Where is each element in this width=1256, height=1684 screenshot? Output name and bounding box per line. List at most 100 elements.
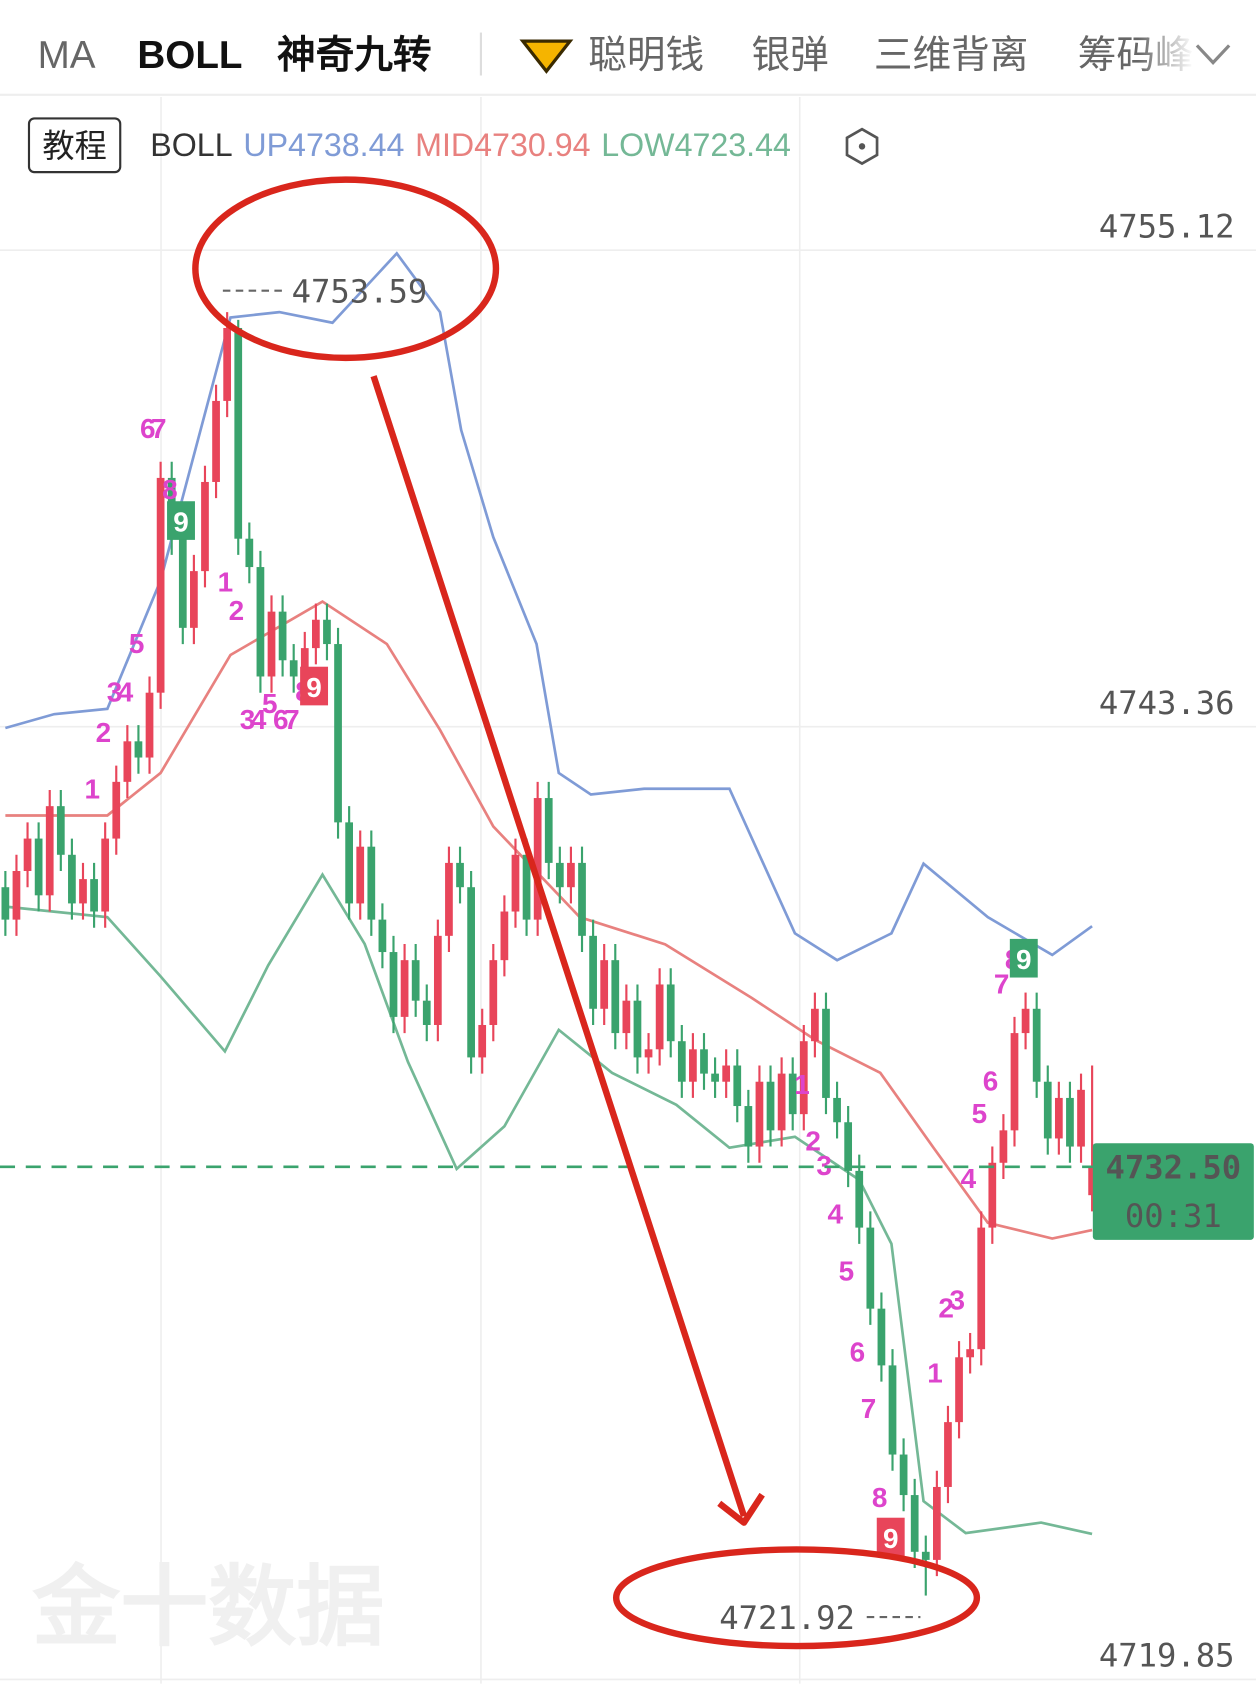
candle-body bbox=[799, 1041, 808, 1115]
legend-name: LOW bbox=[601, 127, 675, 163]
candle-body bbox=[245, 538, 254, 568]
candle-body bbox=[910, 1495, 919, 1552]
candle-body bbox=[899, 1454, 908, 1496]
td-label: 4 bbox=[118, 676, 134, 707]
td-label: 4 bbox=[251, 704, 267, 735]
tab-td[interactable]: 神奇九转 bbox=[277, 34, 432, 77]
td-label: 4 bbox=[961, 1163, 977, 1194]
candle-body bbox=[278, 611, 287, 661]
tutorial-label[interactable]: 教程 bbox=[42, 128, 106, 164]
more-chevron[interactable] bbox=[1195, 44, 1231, 65]
high-label: 4753.59 bbox=[292, 273, 428, 311]
candle-body bbox=[633, 1000, 642, 1058]
candle-body bbox=[544, 798, 553, 863]
td-label: 9 bbox=[173, 506, 189, 537]
tab-silver[interactable]: 银弹 bbox=[751, 34, 828, 77]
arrow-head bbox=[717, 1492, 765, 1526]
candle-body bbox=[866, 1227, 875, 1309]
td-label: 6 bbox=[850, 1336, 866, 1367]
candle-body bbox=[600, 960, 609, 1009]
td-label: 8 bbox=[872, 1482, 888, 1513]
candle-body bbox=[666, 984, 675, 1042]
td-label: 1 bbox=[794, 1069, 810, 1100]
tab-smart-money[interactable]: 聪明钱 bbox=[588, 34, 704, 77]
fade bbox=[1137, 21, 1194, 87]
candle-body bbox=[300, 648, 309, 677]
candle-body bbox=[1, 887, 10, 920]
td-label: 1 bbox=[218, 566, 234, 597]
td-label: 1 bbox=[85, 774, 101, 805]
legend-value: 4723.44 bbox=[675, 127, 791, 163]
candle-body bbox=[844, 1122, 853, 1171]
candle-body bbox=[45, 806, 54, 896]
candle-body bbox=[766, 1081, 775, 1131]
candle-body bbox=[1054, 1097, 1063, 1139]
candle-body bbox=[23, 838, 32, 871]
candle-body bbox=[966, 1349, 975, 1358]
td-label: 5 bbox=[972, 1098, 988, 1129]
td-label: 5 bbox=[129, 628, 145, 659]
tutorial-button[interactable] bbox=[27, 117, 122, 174]
circle-annotation bbox=[192, 176, 500, 362]
td-label: 7 bbox=[994, 968, 1010, 999]
candle-body bbox=[445, 862, 453, 936]
candle-body bbox=[888, 1365, 897, 1455]
candle-body bbox=[134, 741, 143, 758]
candle-body bbox=[522, 854, 531, 920]
candle-body bbox=[955, 1357, 963, 1423]
candle-body bbox=[822, 1008, 830, 1098]
candle-body bbox=[212, 400, 220, 482]
candle-body bbox=[378, 919, 387, 953]
legend: BOLL UP4738.44 MID4730.94 LOW4723.44 bbox=[150, 127, 791, 163]
y-tick-label: 4755.12 bbox=[1099, 207, 1235, 245]
low-label: 4721.92 bbox=[719, 1599, 855, 1637]
y-tick-label: 4743.36 bbox=[1099, 684, 1235, 722]
candle-body bbox=[855, 1170, 864, 1228]
candle-body bbox=[356, 846, 365, 904]
candle-body bbox=[145, 692, 154, 758]
candle-body bbox=[944, 1422, 952, 1487]
overlay: 4755.124743.364719.854753.594721.9212345… bbox=[0, 207, 1254, 1675]
td-label: 2 bbox=[938, 1292, 954, 1323]
tab-ma[interactable]: MA bbox=[38, 34, 96, 77]
tab-boll[interactable]: BOLL bbox=[137, 34, 242, 77]
candle-body bbox=[744, 1106, 753, 1147]
candle-body bbox=[433, 935, 442, 1025]
watermark: 金十数据 bbox=[31, 1557, 384, 1656]
candle-body bbox=[1032, 1008, 1041, 1082]
td-label: 1 bbox=[927, 1357, 943, 1388]
td-label: 6 bbox=[273, 704, 289, 735]
settings-icon[interactable] bbox=[845, 127, 879, 166]
candle-body bbox=[79, 879, 87, 904]
tab-divergence[interactable]: 三维背离 bbox=[874, 34, 1028, 77]
candle-body bbox=[1010, 1033, 1019, 1131]
candle-body bbox=[677, 1041, 686, 1082]
candle-body bbox=[112, 781, 121, 839]
td-label: 7 bbox=[284, 704, 300, 735]
td-label: 7 bbox=[861, 1393, 877, 1424]
candle-body bbox=[555, 862, 564, 888]
td-label: 4 bbox=[828, 1199, 844, 1230]
candle-body bbox=[655, 984, 664, 1050]
candle-body bbox=[999, 1130, 1008, 1163]
candle-body bbox=[478, 1024, 487, 1058]
candle-body bbox=[933, 1486, 941, 1560]
legend-value: 4730.94 bbox=[474, 127, 590, 163]
candle-body bbox=[777, 1073, 786, 1131]
candle-body bbox=[323, 619, 331, 645]
annotations bbox=[192, 176, 981, 1650]
candle-body bbox=[101, 838, 110, 912]
candle-body bbox=[178, 538, 187, 628]
candle-body bbox=[223, 327, 232, 401]
td-label: 7 bbox=[151, 413, 167, 444]
indicator-name: BOLL bbox=[150, 127, 232, 163]
candle-body bbox=[1021, 1008, 1030, 1034]
td-label: 6 bbox=[983, 1066, 999, 1097]
current-price-label: 4732.50 bbox=[1106, 1149, 1242, 1187]
candle-body bbox=[68, 854, 76, 904]
candle-body bbox=[755, 1081, 764, 1147]
candle-body bbox=[489, 960, 498, 1025]
candle-body bbox=[156, 477, 165, 693]
candle-body bbox=[611, 960, 620, 1034]
td-label: 3 bbox=[816, 1150, 832, 1181]
